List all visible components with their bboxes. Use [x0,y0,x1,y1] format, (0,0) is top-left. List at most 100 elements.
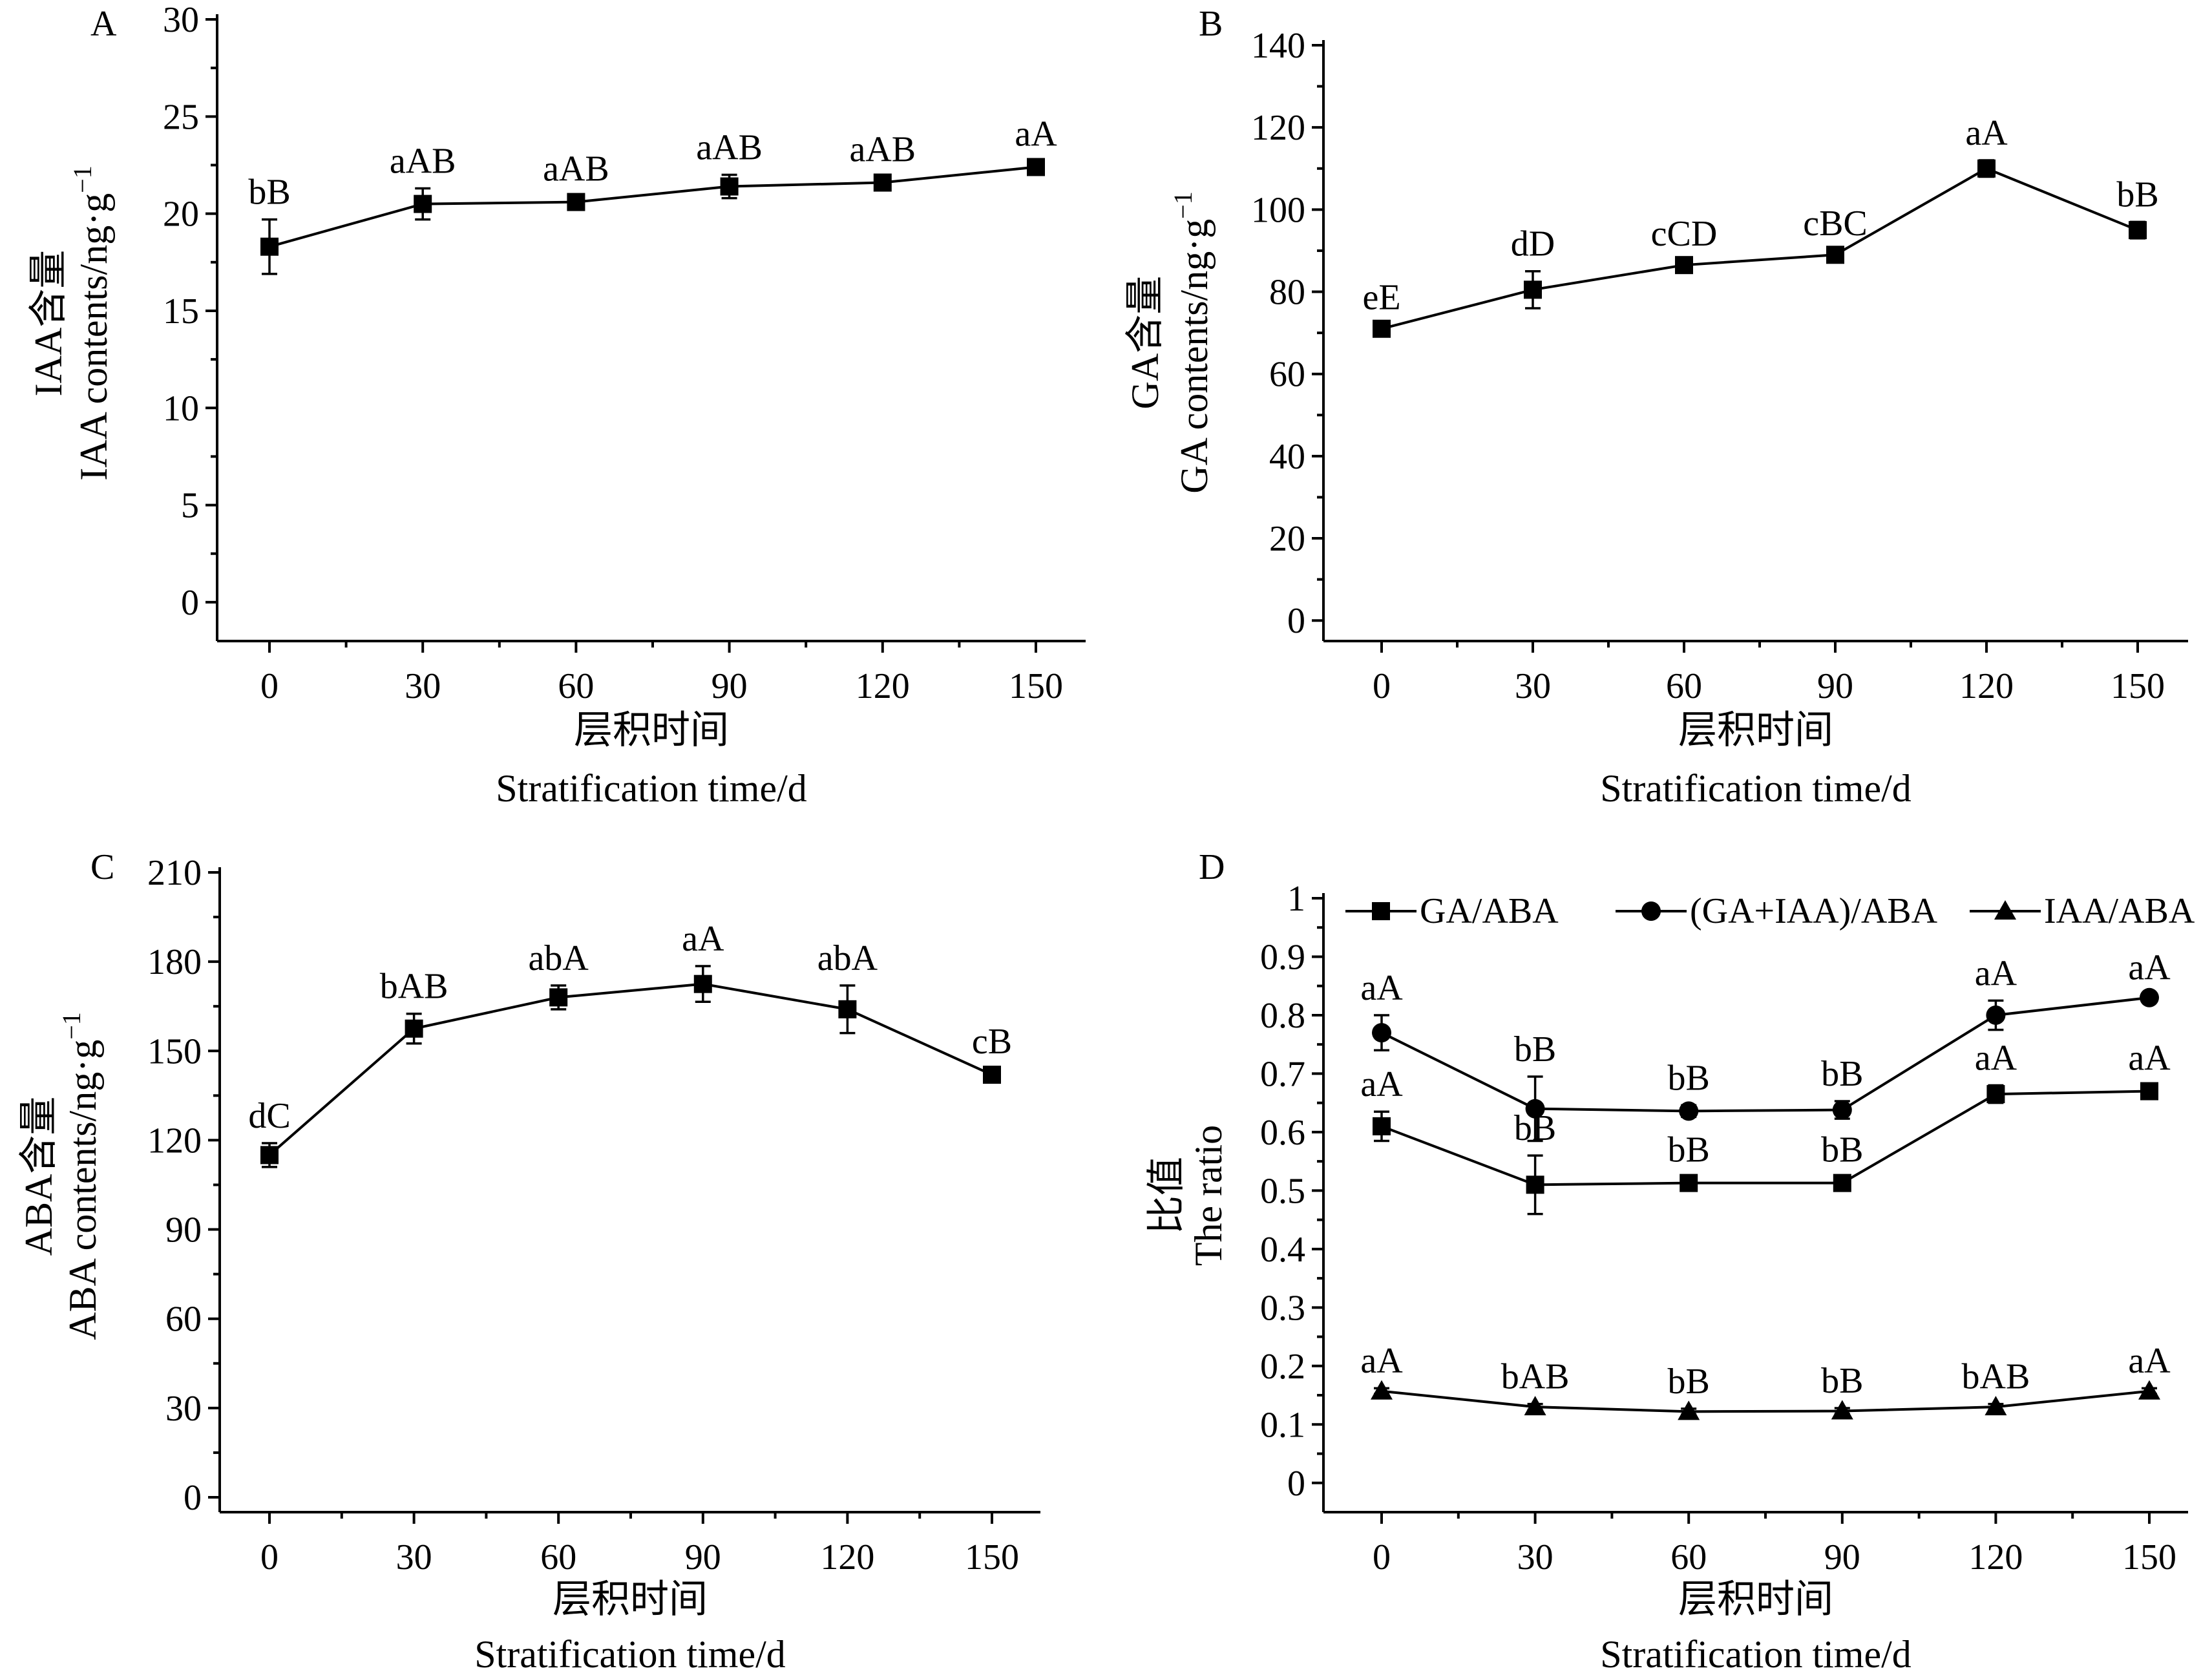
x-tick-label: 120 [1959,666,2014,706]
panel-b: B 0 20 40 60 80 100 120 140 0 30 60 90 120 150 层积时间 Stra… [1124,4,2188,810]
data-point-circle [1832,1100,1852,1120]
data-point-triangle [1371,1380,1393,1400]
x-tick-label: 60 [1670,1537,1707,1577]
x-tick-label: 0 [260,666,279,706]
data-point-circle [2140,987,2159,1007]
data-point-square [1524,280,1542,299]
data-point-square [414,195,432,213]
y-tick-label: 120 [1251,108,1305,148]
y-axis-title-cn-group: IAA含量 [27,250,70,397]
data-label: aAB [849,130,916,170]
x-tick-label: 30 [1517,1537,1554,1577]
y-tick-label: 0.9 [1260,937,1305,977]
y-tick-label: 30 [163,0,199,40]
data-label: bB [248,173,290,213]
data-label: aA [1965,113,2008,153]
panel-letter: C [90,847,114,887]
y-axis-title-superscript: −1 [1168,191,1197,219]
y-tick-label: 60 [165,1300,202,1340]
legend-item: IAA/ABA [1970,891,2195,931]
y-axis-title-cn-group: ABA含量 [17,1097,60,1256]
x-axis-title-cn: 层积时间 [1678,1578,1833,1621]
x-tick-label: 30 [1515,666,1551,706]
series-line [268,982,993,1156]
series-ga: eE dD cCD cBC aA bB [1362,113,2159,338]
series-aba: dC bAB abA aA abA cB [248,919,1012,1168]
y-tick-label: 90 [165,1210,202,1250]
data-label: aA [1975,1038,2017,1079]
data-point-square [1826,246,1844,264]
y-axis-title-cn: GA含量 [1124,276,1166,410]
x-tick-label: 0 [1373,1537,1391,1577]
data-point-square [983,1066,1001,1084]
y-tick-label: 5 [181,486,199,526]
data-label: eE [1362,277,1400,317]
data-point-square [1373,1117,1391,1135]
y-axis-title-cn: 比值 [1145,1157,1188,1234]
panel-letter: A [90,4,117,44]
data-point-circle [1372,1023,1391,1043]
y-tick-label: 0.4 [1260,1230,1305,1270]
series-line [269,165,1037,248]
series-line [1381,1389,2150,1413]
data-point-square [2140,1082,2158,1101]
data-point-square [720,177,739,196]
y-tick-label: 20 [163,195,199,235]
data-label: aAB [543,149,609,189]
y-axis-title-cn: IAA含量 [27,250,70,397]
x-tick-label: 60 [1666,666,1702,706]
y-tick-label: 80 [1269,273,1305,313]
x-tick-label: 30 [396,1537,432,1577]
data-point-triangle [1678,1400,1700,1420]
legend-marker-circle [1641,901,1661,921]
x-tick-label: 90 [1817,666,1853,706]
data-point-square [838,1000,857,1018]
data-point-square [2129,221,2147,240]
data-label: bB [1668,1130,1710,1170]
data-point-square [1833,1174,1851,1192]
data-point-triangle [1524,1396,1546,1416]
y-tick-label: 40 [1269,437,1305,477]
legend-label: (GA+IAA)/ABA [1690,891,1938,931]
x-tick-label: 120 [820,1537,874,1577]
data-point-square [567,193,585,211]
series-line [1381,1090,2150,1186]
data-label: aA [1360,1064,1403,1104]
data-label: aA [2128,1038,2171,1079]
data-label: aAB [390,142,456,182]
data-label: cBC [1803,204,1868,244]
y-tick-label: 0.8 [1260,996,1305,1036]
data-label: aA [682,919,724,959]
panel-d: D 0 0.1 0.2 0.3 0.4 0.5 0.6 0.7 0.8 0.9 1 0 30 60 90 120… [1145,847,2195,1675]
data-label: bAB [1962,1357,2030,1397]
y-axis-title-cn: ABA含量 [17,1097,60,1256]
panel-a: A 0 5 10 15 20 25 30 0 30 60 90 120 150 层积时间 Stratifica… [27,0,1086,810]
series-line [1381,996,2150,1113]
legend-label: IAA/ABA [2044,891,2195,931]
series-iaa: bB aAB aAB aAB aAB aA [248,114,1057,275]
x-axis-title: Stratification time/d [496,767,807,810]
data-label: bB [1668,1362,1710,1402]
series-ga-aba: aA bB bB bB aA aA [1360,1038,2171,1216]
panel-letter: B [1199,4,1223,44]
y-tick-label: 20 [1269,519,1305,559]
data-label: bB [2116,174,2158,215]
data-point-square [693,974,712,993]
y-tick-label: 140 [1251,26,1305,66]
x-tick-label: 30 [405,666,441,706]
data-point-square [1675,256,1693,275]
y-tick-label: 15 [163,291,199,332]
data-point-square [873,173,892,192]
y-tick-label: 120 [147,1121,202,1161]
legend-item: (GA+IAA)/ABA [1616,891,1938,931]
y-tick-label: 1 [1287,879,1305,919]
x-axis-title-cn: 层积时间 [574,709,729,752]
data-label: cB [972,1022,1012,1062]
x-axis-title-cn: 层积时间 [553,1578,708,1621]
x-tick-label: 0 [1373,666,1391,706]
data-point-triangle [1831,1400,1853,1420]
y-tick-label: 0.7 [1260,1054,1305,1094]
data-point-square [1977,159,1996,178]
y-tick-label: 150 [147,1031,202,1071]
